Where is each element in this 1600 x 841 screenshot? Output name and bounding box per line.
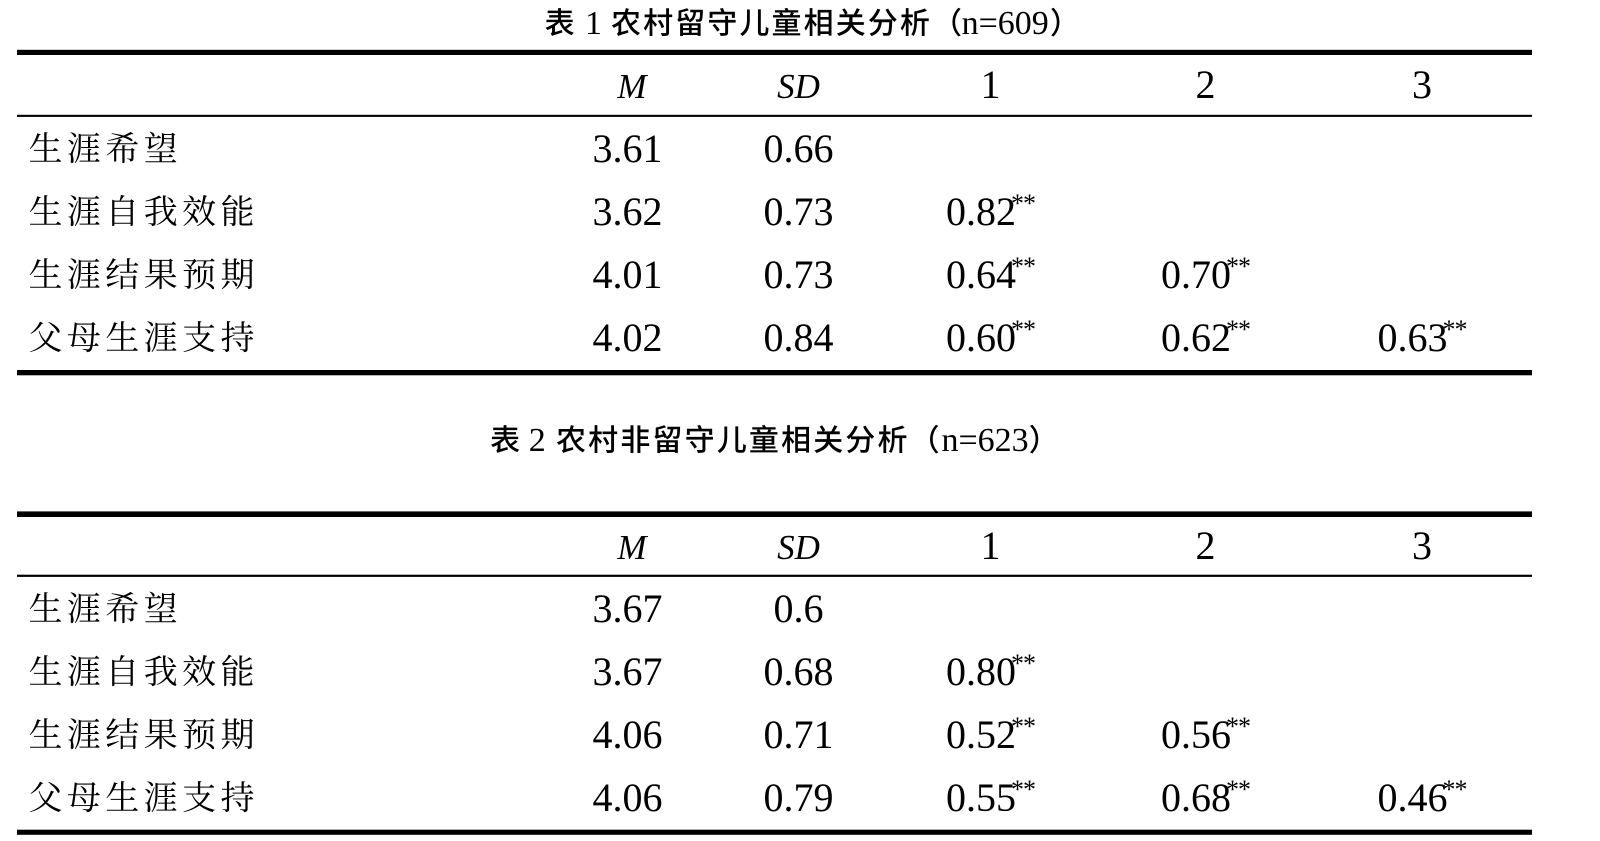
svg-text:M: M: [616, 528, 648, 567]
svg-text:2: 2: [1196, 62, 1216, 107]
svg-text:2: 2: [1196, 523, 1216, 568]
svg-text:0.66: 0.66: [764, 126, 834, 171]
svg-text:0.73: 0.73: [764, 252, 834, 297]
svg-text:0.80**: 0.80**: [946, 649, 1035, 694]
svg-text:0.6: 0.6: [774, 586, 824, 631]
svg-text:0.52**: 0.52**: [946, 712, 1035, 757]
svg-text:0.56**: 0.56**: [1161, 712, 1250, 757]
svg-text:0.71: 0.71: [764, 712, 834, 757]
svg-text:0.62**: 0.62**: [1161, 315, 1250, 360]
svg-text:0.55**: 0.55**: [946, 775, 1035, 820]
svg-text:3: 3: [1412, 523, 1432, 568]
svg-text:SD: SD: [777, 528, 820, 567]
svg-text:3.67: 3.67: [593, 586, 663, 631]
svg-text:0.63**: 0.63**: [1378, 315, 1467, 360]
svg-text:0.46**: 0.46**: [1378, 775, 1467, 820]
svg-text:0.68: 0.68: [764, 649, 834, 694]
svg-text:0.73: 0.73: [764, 189, 834, 234]
svg-text:0.70**: 0.70**: [1161, 252, 1250, 297]
svg-text:1: 1: [585, 5, 602, 42]
svg-text:3.62: 3.62: [593, 189, 663, 234]
svg-text:4.06: 4.06: [593, 712, 663, 757]
svg-text:0.60**: 0.60**: [946, 315, 1035, 360]
svg-text:2: 2: [529, 422, 546, 459]
svg-text:4.02: 4.02: [593, 315, 663, 360]
svg-text:1: 1: [981, 523, 1001, 568]
svg-text:4.01: 4.01: [593, 252, 663, 297]
svg-text:M: M: [616, 67, 648, 106]
svg-text:0.64**: 0.64**: [946, 252, 1035, 297]
svg-text:0.68**: 0.68**: [1161, 775, 1250, 820]
svg-text:n=623: n=623: [942, 422, 1029, 459]
svg-text:3.67: 3.67: [593, 649, 663, 694]
svg-text:0.82**: 0.82**: [946, 189, 1035, 234]
svg-text:1: 1: [981, 62, 1001, 107]
svg-text:4.06: 4.06: [593, 775, 663, 820]
svg-text:3.61: 3.61: [593, 126, 663, 171]
svg-text:SD: SD: [777, 67, 820, 106]
svg-text:3: 3: [1412, 62, 1432, 107]
svg-text:n=609: n=609: [962, 5, 1049, 42]
svg-text:0.79: 0.79: [764, 775, 834, 820]
svg-text:0.84: 0.84: [764, 315, 834, 360]
